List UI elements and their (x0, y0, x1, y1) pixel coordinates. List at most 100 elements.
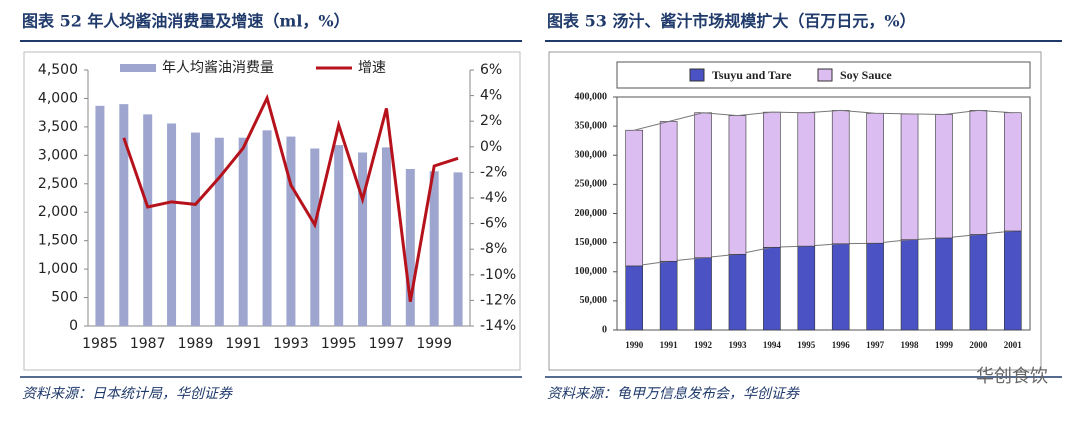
y-tick-label: 2,500 (38, 176, 78, 192)
y-tick-label: 3,500 (38, 119, 78, 135)
y-tick-label: 2,000 (38, 204, 78, 220)
x-tick-label: 1992 (694, 340, 713, 350)
legend-swatch (817, 68, 833, 82)
bar-segment (969, 110, 988, 235)
bar-segment (831, 110, 850, 245)
y2-tick-label: -6% (480, 216, 507, 232)
bar (143, 114, 153, 326)
bar (95, 105, 105, 326)
y2-tick-label: -8% (480, 241, 507, 257)
y-tick-label: 250,000 (575, 179, 608, 190)
x-tick-label: 1985 (82, 336, 118, 352)
bar (167, 123, 177, 326)
y-tick-label: 350,000 (575, 120, 608, 131)
y-tick-label: 0 (69, 318, 78, 334)
x-tick-label: 1990 (625, 340, 644, 350)
bar-segment (1003, 230, 1022, 331)
y2-tick-label: -12% (480, 292, 516, 308)
y-tick-label: 150,000 (575, 237, 608, 248)
segment-top-line (634, 109, 1013, 131)
bar-segment (763, 246, 781, 331)
y-tick-label: 4,500 (38, 62, 78, 78)
y-tick-label: 400,000 (575, 91, 608, 102)
y-tick-label: 1,500 (38, 233, 78, 249)
x-tick-label: 1991 (660, 340, 679, 350)
x-tick-label: 1991 (225, 336, 261, 352)
y2-tick-label: 4% (480, 88, 502, 104)
bar-segment (935, 114, 953, 239)
y-tick-label: 3,000 (38, 147, 78, 163)
bar-segment (866, 242, 884, 331)
y2-tick-label: -14% (480, 318, 516, 334)
legend-swatch (120, 64, 156, 72)
bar (405, 168, 415, 326)
bar-segment (969, 234, 988, 331)
y-tick-label: 500 (51, 290, 78, 306)
bar (334, 145, 344, 326)
bar (358, 152, 368, 326)
y2-tick-label: -10% (480, 267, 516, 283)
bar (262, 130, 272, 326)
x-tick-label: 1987 (130, 336, 166, 352)
bar-segment (900, 113, 919, 241)
x-tick-label: 1997 (866, 340, 885, 350)
x-tick-label: 1999 (416, 336, 452, 352)
bar-segment (866, 113, 884, 244)
x-tick-label: 1996 (832, 340, 851, 350)
x-tick-label: 1994 (763, 340, 782, 350)
bar-segment (694, 257, 712, 331)
plot-area (616, 96, 1031, 331)
bar (310, 148, 320, 326)
x-tick-label: 2000 (969, 340, 988, 350)
line (122, 93, 459, 302)
y2-tick-label: -4% (480, 190, 507, 206)
watermark: 华创食饮 (976, 366, 1048, 387)
y-tick-label: 1,000 (38, 261, 78, 277)
x-tick-label: 1993 (273, 336, 309, 352)
y2-tick-label: 0% (480, 139, 502, 155)
bar (453, 172, 463, 326)
y2-tick-label: -2% (480, 164, 507, 180)
y2-tick-label: 6% (480, 62, 502, 78)
legend-label: Tsuyu and Tare (712, 68, 792, 82)
bar-segment (659, 260, 678, 331)
y-tick-label: 200,000 (575, 208, 608, 219)
bar-segment (900, 239, 919, 331)
bar (214, 137, 224, 326)
bar-segment (831, 243, 850, 331)
legend-label: Soy Sauce (840, 68, 892, 82)
bar-segment (625, 129, 644, 267)
bar (286, 136, 296, 326)
bar (381, 147, 391, 326)
legend-label: 增速 (358, 60, 386, 76)
bar-segment (659, 121, 678, 262)
bar-segment (694, 112, 712, 259)
y-tick-label: 100,000 (575, 266, 608, 277)
chart-title: 图表 52 年人均酱油消费量及增速（ml，%） (22, 12, 350, 31)
bar (238, 137, 248, 326)
chart-frame (23, 51, 521, 371)
x-tick-label: 1989 (178, 336, 214, 352)
bar (119, 104, 129, 326)
y-tick-label: 4,000 (38, 90, 78, 106)
bar-segment (728, 115, 747, 255)
x-tick-label: 1995 (321, 336, 357, 352)
y2-tick-label: 2% (480, 113, 502, 129)
bar (190, 132, 200, 326)
bar-segment (1003, 112, 1022, 232)
bar-segment (625, 265, 644, 331)
bar-segment (728, 253, 747, 331)
source: 资料来源：龟甲万信息发布会，华创证券 (547, 386, 800, 402)
source: 资料来源：日本统计局，华创证券 (22, 386, 233, 402)
legend-label: 年人均酱油消费量 (162, 60, 274, 76)
y-tick-label: 50,000 (580, 295, 608, 306)
x-tick-label: 1993 (728, 340, 747, 350)
y-tick-label: 300,000 (575, 150, 608, 161)
bar-segment (763, 111, 781, 248)
bar-segment (797, 245, 816, 331)
bar-segment (935, 237, 953, 331)
x-tick-label: 1997 (369, 336, 405, 352)
bar (429, 171, 439, 326)
x-tick-label: 1998 (901, 340, 920, 350)
